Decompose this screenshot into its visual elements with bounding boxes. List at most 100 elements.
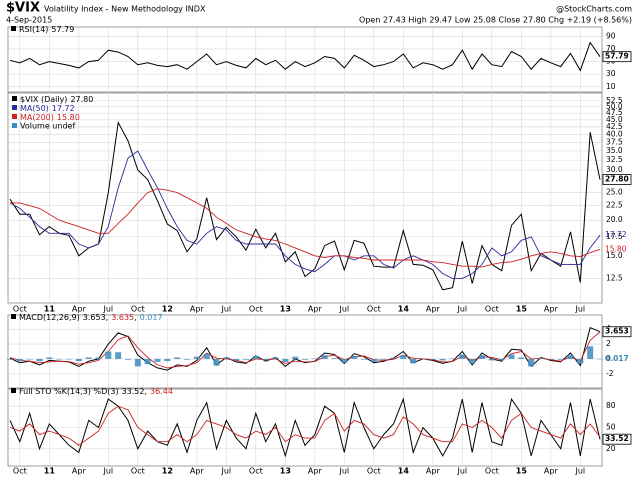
histogram-bar (85, 357, 92, 359)
x-tick-label: Oct (367, 305, 381, 314)
histogram-bar (597, 358, 603, 360)
histogram-bar (272, 357, 279, 359)
x-tick-label: 14 (398, 305, 410, 314)
x-tick-label: 11 (44, 467, 56, 476)
histogram-bar (174, 357, 181, 359)
histogram-bar (508, 354, 515, 359)
legend-value: 3.653 (83, 313, 106, 322)
histogram-bar (115, 352, 122, 359)
histogram-bar (7, 358, 13, 360)
panel-legend: MACD(12,26,9) 3.653, 3.635, 0.017 (19, 313, 163, 322)
series-line (9, 405, 601, 446)
histogram-bar (154, 358, 161, 362)
x-tick-label: Jul (457, 305, 468, 314)
legend-value: 36.44 (150, 387, 173, 396)
legend-value: 33.52 (122, 387, 145, 396)
last-value-label: 57.79 (605, 52, 629, 61)
histogram-bar (95, 357, 102, 359)
histogram-bar (429, 358, 436, 360)
source: @StockCharts.com (556, 5, 632, 14)
histogram-bar (361, 358, 367, 360)
symbol: $VIX (6, 1, 40, 16)
y-tick-label: 42.5 (606, 122, 623, 131)
histogram-bar (262, 358, 269, 361)
legend-title: MACD(12,26,9) (19, 313, 80, 322)
histogram-bar (16, 358, 23, 362)
x-tick-label: Jul (339, 305, 350, 314)
histogram-bar (400, 355, 407, 359)
histogram-bar (498, 358, 505, 361)
date: 4-Sep-2015 (6, 16, 52, 25)
x-tick-label: 11 (44, 305, 56, 314)
y-tick-label: 70 (606, 44, 616, 53)
x-tick-label: 15 (516, 467, 528, 476)
last-value-label: 27.80 (605, 174, 629, 183)
x-tick-label: 12 (162, 305, 173, 314)
x-tick-label: Apr (190, 305, 205, 314)
x-tick-label: Jul (221, 467, 232, 476)
histogram-bar (105, 351, 112, 359)
x-tick-label: Jul (103, 305, 114, 314)
histogram-bar (488, 358, 495, 361)
histogram-bar (341, 358, 348, 363)
x-tick-label: 13 (280, 305, 291, 314)
x-tick-label: Apr (544, 305, 559, 314)
histogram-bar (36, 358, 43, 362)
last-value-label: 33.52 (605, 434, 629, 443)
legend-title: Full STO %K(14,3) %D(3) (19, 387, 119, 396)
ohlc: Open 27.43 High 29.47 Low 25.08 Close 27… (359, 16, 632, 25)
legend-separator: , (106, 313, 109, 322)
y-tick-label: 2 (606, 339, 611, 348)
histogram-bar (213, 358, 220, 366)
legend-value: 57.79 (51, 25, 74, 34)
histogram-bar (459, 354, 466, 359)
histogram-bar (125, 358, 131, 360)
y-tick-label: 35.0 (606, 146, 623, 155)
legend-separator: , (134, 313, 137, 322)
y-tick-label: 12.5 (606, 273, 623, 282)
x-tick-label: Oct (249, 305, 263, 314)
last-value-box (602, 433, 632, 445)
histogram-bar (223, 357, 230, 359)
histogram-bar (420, 358, 426, 360)
y-tick-label: 52.5 (606, 96, 623, 105)
legend-entry: Volume undef (20, 122, 75, 131)
legend-swatch (12, 96, 17, 101)
legend-value: 3.635 (111, 313, 134, 322)
y-tick-label: 25.0 (606, 188, 623, 197)
x-tick-label: Oct (485, 305, 499, 314)
legend-value: 15.80 (57, 113, 80, 122)
y-tick-label: 20 (606, 444, 616, 453)
histogram-bar (469, 358, 476, 364)
histogram-bar (66, 358, 72, 360)
histogram-bar (56, 358, 63, 360)
y-tick-label: 15.0 (606, 251, 623, 260)
panel-legend: RSI(14) 57.79 (19, 25, 74, 34)
y-tick-label: 80 (606, 401, 616, 410)
x-tick-label: Apr (426, 467, 441, 476)
y-tick-label: 30.0 (606, 165, 623, 174)
histogram-bar (203, 353, 210, 359)
y-tick-label: -2 (606, 369, 614, 378)
histogram-bar (311, 358, 318, 360)
histogram-bar (567, 355, 574, 359)
legend-swatch (12, 123, 17, 128)
panel-frame (7, 314, 603, 389)
histogram-bar (321, 355, 328, 359)
x-tick-label: Apr (190, 467, 205, 476)
y-tick-label: 0 (606, 354, 611, 363)
histogram-bar (547, 358, 554, 360)
panel-frame (7, 26, 603, 94)
histogram-bar (46, 357, 53, 359)
histogram-bar (380, 358, 387, 360)
x-tick-label: Oct (249, 467, 263, 476)
y-tick-label: 32.5 (606, 155, 623, 164)
x-tick-label: 12 (162, 467, 173, 476)
x-tick-label: 14 (398, 467, 410, 476)
legend-swatch (12, 105, 17, 110)
histogram-bar (134, 358, 141, 367)
x-tick-label: Apr (308, 467, 323, 476)
y-tick-label: 50.0 (606, 102, 623, 111)
series-line (10, 188, 601, 268)
